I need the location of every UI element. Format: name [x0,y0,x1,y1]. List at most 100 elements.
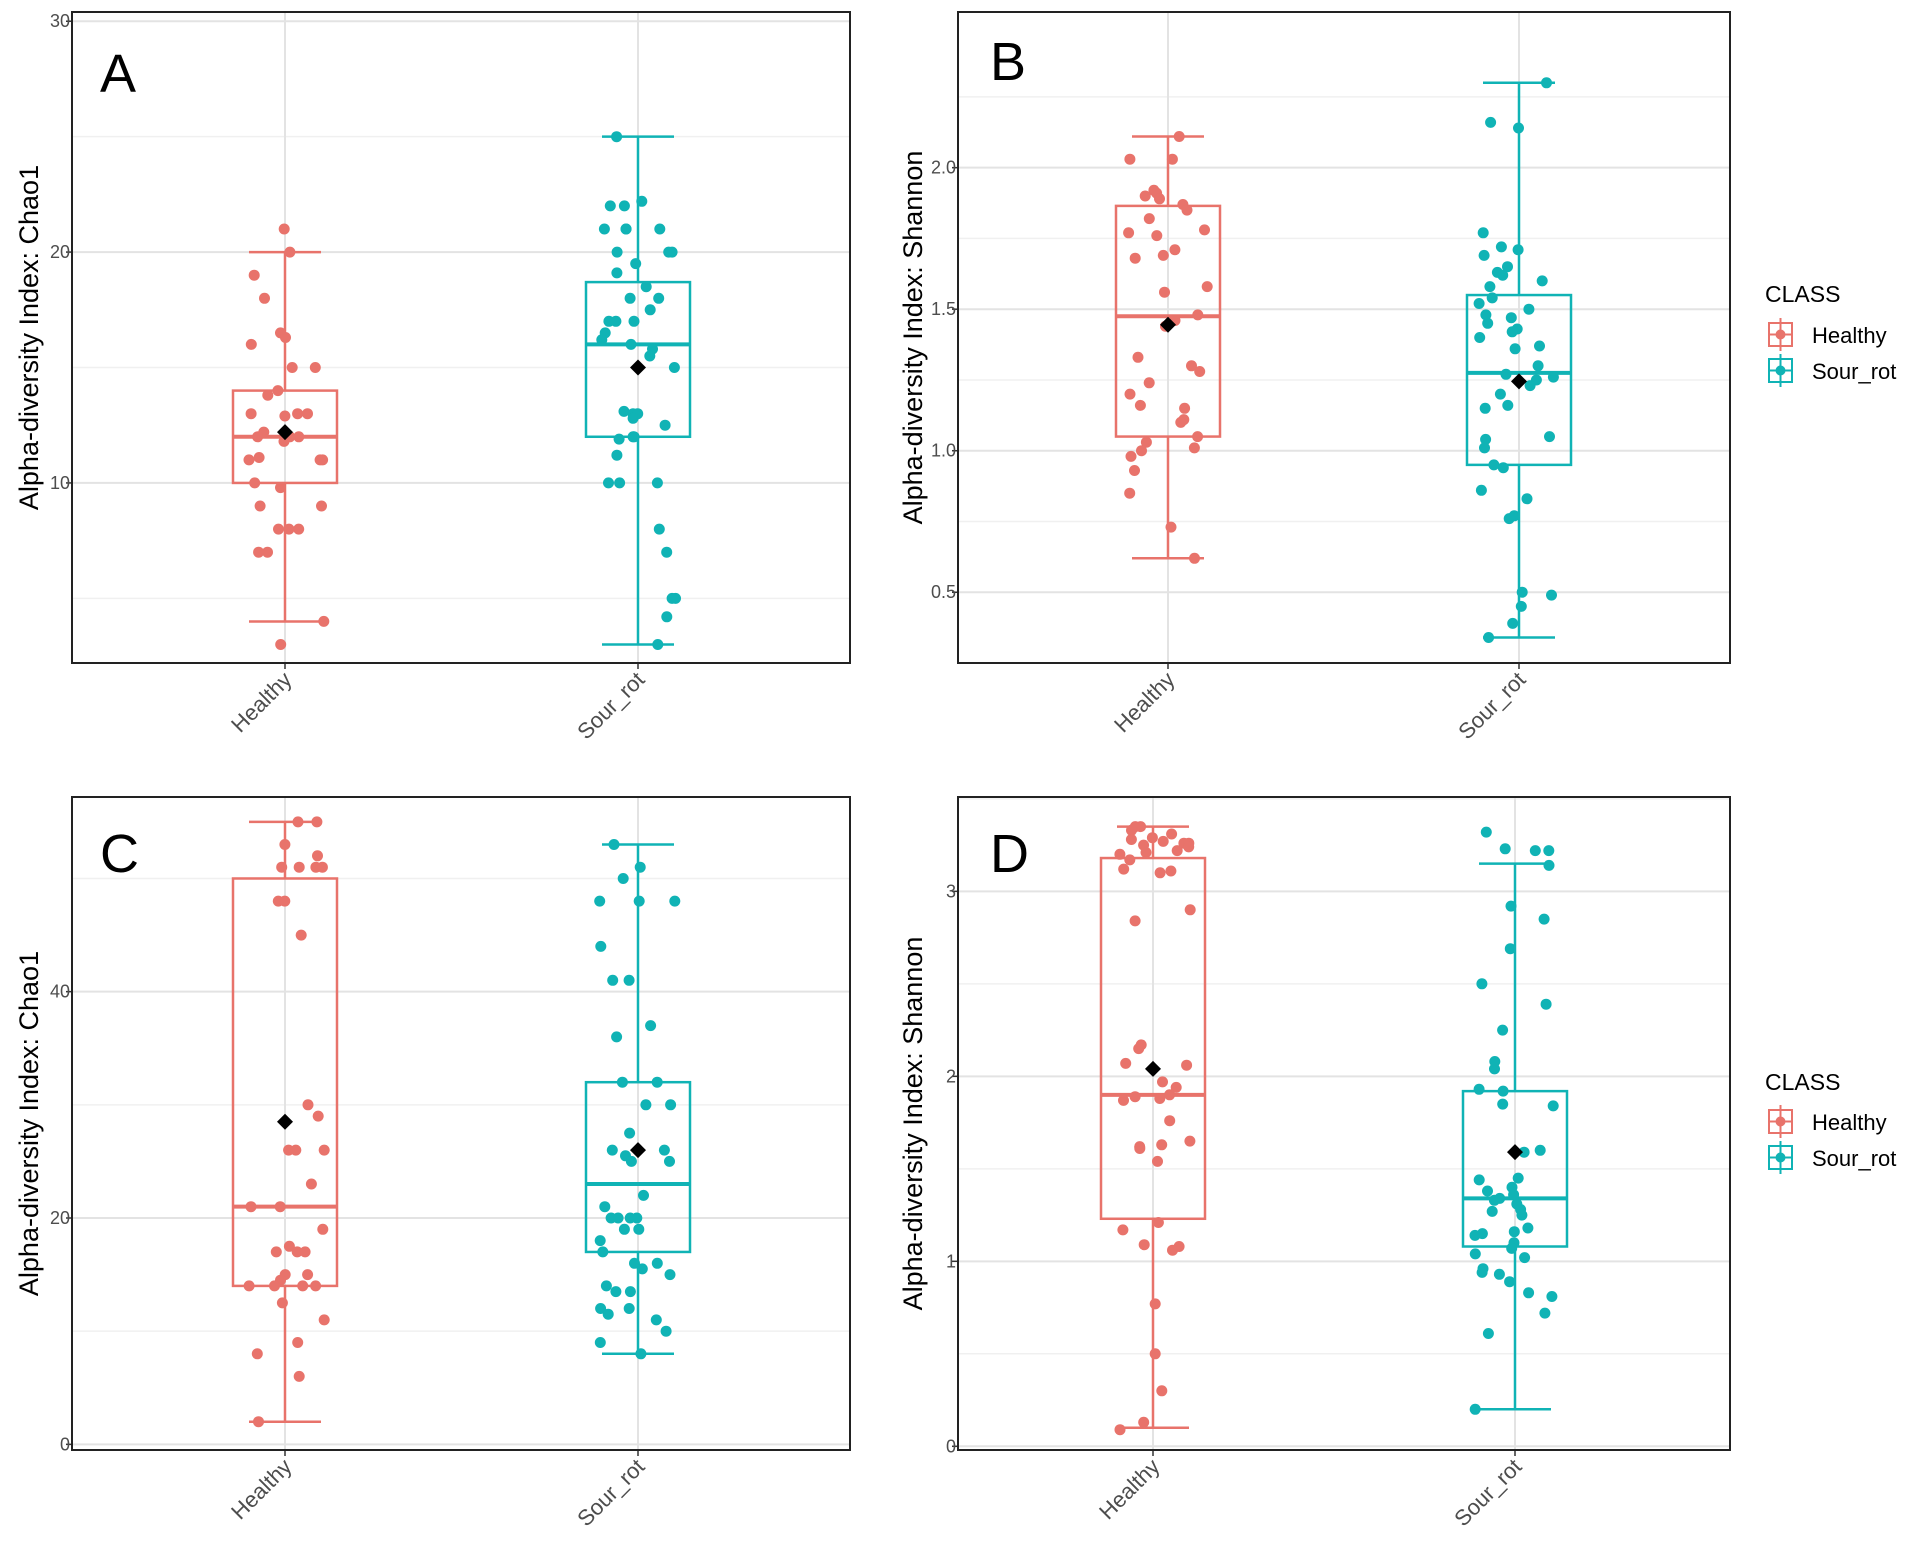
data-point [1502,261,1513,273]
box-iqr [231,877,339,1288]
data-point [1118,1094,1129,1106]
data-point [1482,317,1494,329]
data-point [293,1370,305,1382]
data-point [1513,122,1524,134]
data-point [612,1212,624,1224]
data-point [658,1144,670,1156]
data-point [1499,843,1511,855]
data-point [312,1110,324,1122]
legend-label-sour-rot: Sour_rot [1812,1146,1896,1171]
data-point [1518,1146,1530,1158]
box-group-healthy [231,223,339,650]
panel-border [957,796,1731,1451]
panel-letter: D [990,824,1029,884]
data-point [654,223,666,235]
data-point [664,1269,676,1281]
data-point [624,1212,636,1224]
box-iqr [1465,293,1573,467]
data-point [1199,224,1210,236]
data-point [651,477,663,489]
y-tick-label: 10 [50,473,70,493]
data-point [1181,1059,1193,1071]
data-point [1154,1093,1166,1104]
data-point [302,1099,314,1111]
data-point [1139,190,1151,202]
data-point [1129,465,1140,476]
legend-item-sour-rot: Sour_rot [1768,1141,1896,1174]
data-point [305,1178,317,1190]
x-tick-label: Sour_rot [1453,667,1530,744]
data-point [1539,1307,1551,1319]
data-point [279,895,291,907]
box-group-healthy [231,816,339,1428]
data-point [1480,826,1492,838]
mean-marker [277,424,293,441]
data-point [316,500,327,512]
data-point [623,1303,635,1314]
data-point [1129,252,1141,264]
data-point [1484,281,1496,293]
y-tick-label: 3 [946,881,956,901]
data-point [1521,493,1533,505]
data-point [251,1348,263,1360]
legend-item-healthy: Healthy [1768,318,1887,351]
box-iqr [1099,856,1207,1221]
data-point [666,592,678,604]
x-tick-label: Healthy [226,1454,296,1524]
data-point [1165,865,1177,877]
data-point [1152,1217,1164,1228]
data-point [1169,244,1181,256]
data-point [1469,1248,1481,1260]
plot-background [72,12,850,663]
data-point [302,1269,314,1281]
data-point [245,1201,257,1213]
data-point [608,839,620,850]
data-point [1508,1226,1520,1238]
data-point [1473,1083,1485,1095]
x-tick-label: Healthy [1109,667,1179,737]
data-point [1124,388,1136,400]
data-point [1192,309,1204,321]
data-point [633,1223,645,1235]
data-point [618,405,630,417]
data-point [1125,834,1137,845]
box-iqr [584,1080,692,1254]
data-point [1488,1194,1500,1206]
y-tick-label: 0 [60,1434,70,1454]
legend-title: CLASS [1765,1069,1840,1095]
data-point [272,385,284,397]
data-point [1146,832,1158,844]
data-point [1495,241,1507,253]
mean-marker [630,359,646,376]
data-point [1114,848,1126,860]
data-point [1154,193,1165,205]
data-point [1497,269,1509,281]
data-point [653,523,665,535]
y-tick-label: 0.5 [931,582,956,602]
data-point [1497,462,1509,474]
data-point [623,974,635,986]
data-point [1497,1098,1509,1110]
mean-marker [1507,1144,1523,1161]
data-point [1480,433,1492,445]
data-point [245,338,257,350]
legend-item-sour-rot: Sour_rot [1768,354,1896,387]
data-point [1166,153,1178,165]
data-point [290,1144,302,1156]
panel-border [71,796,851,1451]
data-point [1536,275,1548,287]
mean-marker [1145,1060,1161,1077]
data-point [1175,416,1187,428]
data-point [1125,450,1137,462]
data-point [636,195,648,207]
data-point [610,1286,622,1298]
data-point [611,246,623,258]
data-point [1497,1024,1509,1036]
data-point [1149,1348,1161,1360]
data-point [617,873,629,884]
data-point [283,1240,295,1252]
mean-marker [1160,316,1176,333]
panel-letter: A [100,44,136,104]
